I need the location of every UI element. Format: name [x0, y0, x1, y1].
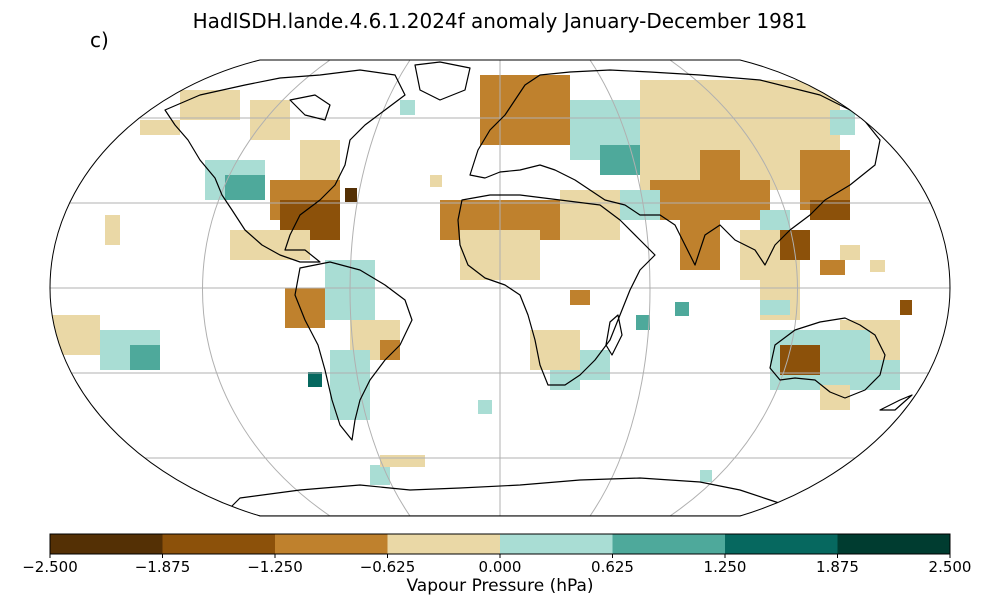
colorbar-swatch	[725, 534, 838, 554]
panel-label: c)	[90, 28, 109, 52]
colorbar-tick-label: −1.250	[247, 558, 303, 576]
colorbar	[49, 533, 951, 558]
colorbar-swatch	[50, 534, 163, 554]
colorbar-tick-label: 0.625	[591, 558, 634, 576]
coastlines	[164, 61, 913, 516]
colorbar-swatch	[500, 534, 613, 554]
colorbar-swatch	[275, 534, 388, 554]
colorbar-tick-label: 1.250	[703, 558, 747, 576]
colorbar-tick-label: 0.000	[478, 558, 522, 576]
globe-outline	[49, 59, 951, 517]
anomaly-cells	[50, 75, 912, 485]
colorbar-tick-label: −2.500	[22, 558, 78, 576]
colorbar-label: Vapour Pressure (hPa)	[406, 576, 594, 596]
map-title: HadISDH.lande.4.6.1.2024f anomaly Januar…	[192, 9, 808, 33]
colorbar-tick-label: −1.875	[134, 558, 191, 576]
colorbar-tick-label: 1.875	[816, 558, 859, 576]
colorbar-swatch	[837, 534, 951, 554]
colorbar-swatch	[612, 534, 726, 554]
colorbar-tick-label: −0.625	[359, 558, 416, 576]
colorbar-swatch	[162, 534, 276, 554]
colorbar-swatch	[387, 534, 501, 554]
graticule	[50, 60, 950, 516]
colorbar-tick-label: 2.500	[928, 558, 972, 576]
